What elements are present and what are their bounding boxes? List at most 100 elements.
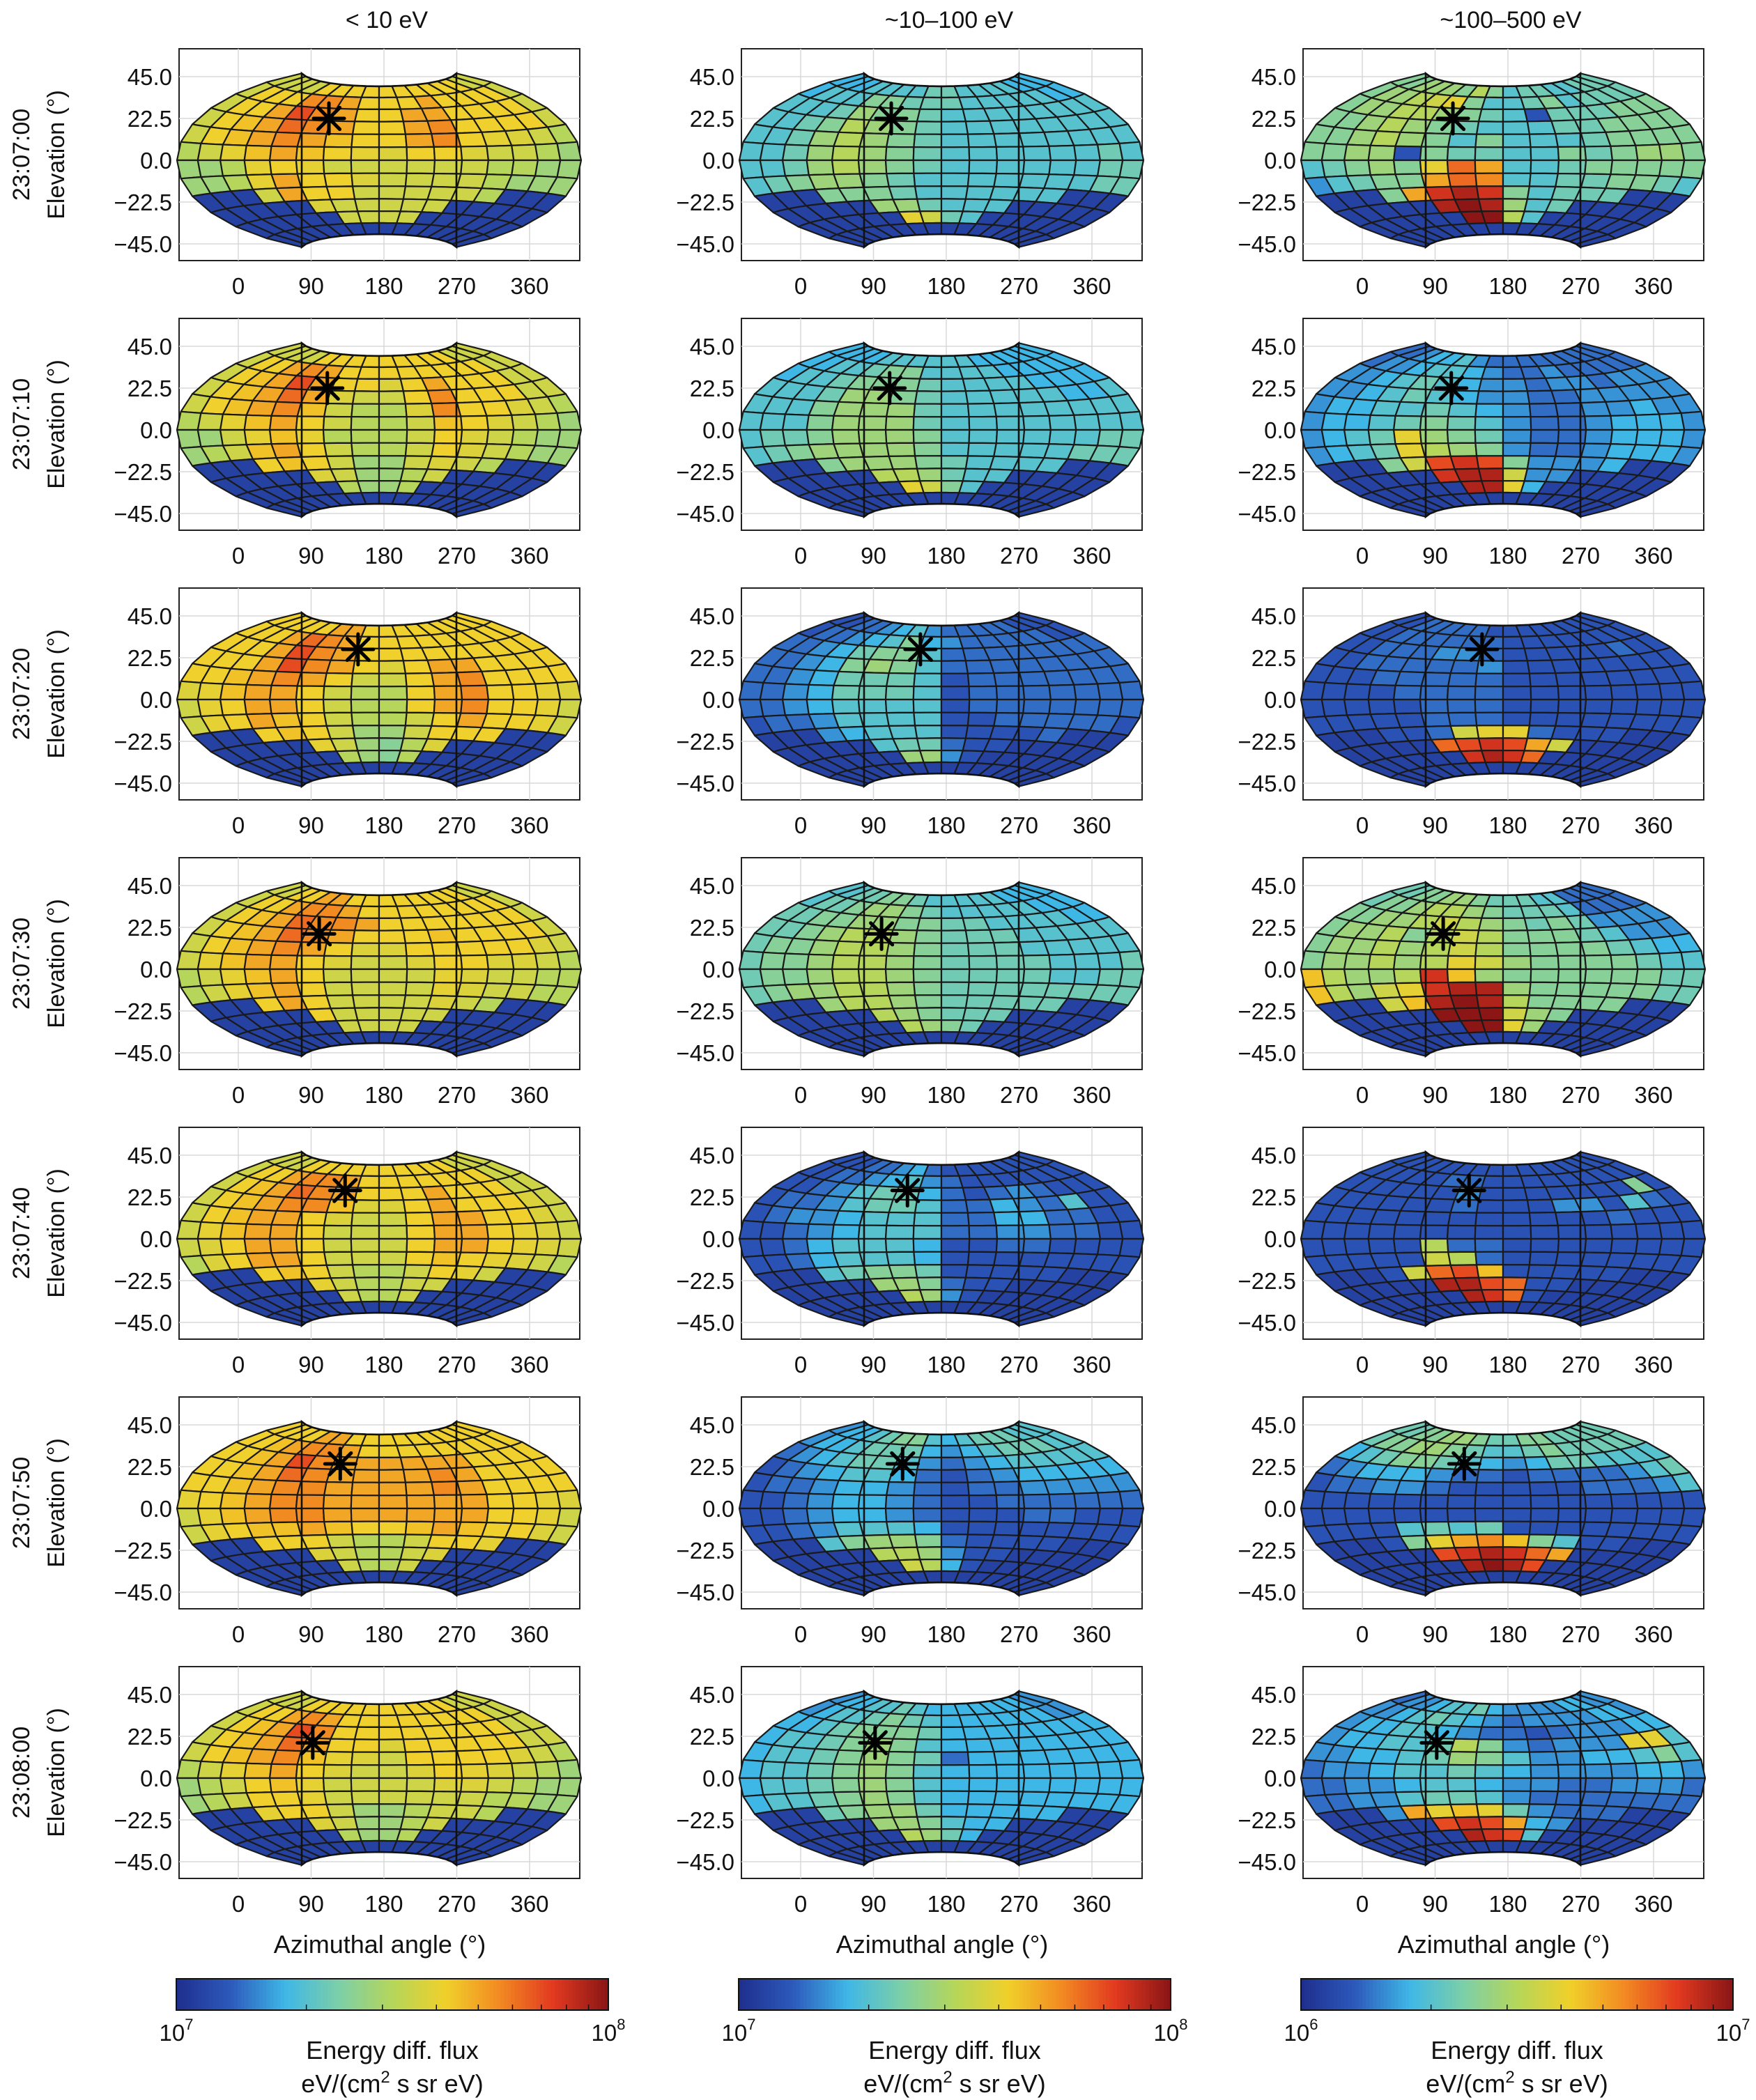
flux-cell	[460, 159, 490, 176]
flux-cell	[1096, 1237, 1124, 1257]
flux-cell	[886, 172, 916, 187]
y-tick-label: −45.0	[114, 1849, 173, 1875]
colorbar-swatch	[1001, 1979, 1006, 2010]
flux-cell	[738, 1489, 764, 1510]
y-tick-label: −45.0	[114, 231, 173, 257]
star-marker	[311, 101, 346, 136]
flux-cell	[1022, 1237, 1052, 1254]
flux-cell	[1300, 680, 1326, 701]
colorbar-swatch	[1005, 1979, 1010, 2010]
panel-1-1: 45.022.50.0−22.5−45.00 90 180 270 360	[114, 48, 583, 299]
x-tick-label: 180	[1488, 1891, 1527, 1917]
colorbar-swatch	[525, 1979, 530, 2010]
flux-cell	[759, 968, 787, 987]
flux-cell	[460, 1507, 490, 1524]
flux-cell	[912, 1237, 943, 1253]
x-tick-label: 0	[1356, 812, 1369, 838]
flux-cell	[1446, 415, 1477, 431]
y-tick-label: 45.0	[128, 1143, 172, 1168]
flux-cell	[486, 684, 515, 701]
colorbar-swatch	[1311, 1979, 1316, 2010]
flux-cell	[1367, 684, 1396, 701]
x-tick-label: 90	[861, 1352, 886, 1377]
y-tick-label: 0.0	[1264, 1496, 1296, 1522]
flux-cell	[831, 145, 861, 162]
flux-cell	[1447, 172, 1478, 187]
flux-cell	[831, 1493, 861, 1510]
flux-cell	[781, 952, 810, 971]
flux-cell	[940, 994, 969, 1009]
flux-cell	[913, 942, 943, 957]
flux-cell	[1502, 390, 1530, 405]
flux-cell	[1658, 1760, 1686, 1779]
flux-cell	[968, 1507, 999, 1523]
x-tick-label: 180	[1488, 1621, 1527, 1647]
star-marker	[874, 101, 909, 136]
flux-cell	[833, 1791, 865, 1807]
flux-cell	[1446, 1494, 1477, 1510]
flux-cell	[350, 416, 380, 431]
y-tick-label: −22.5	[114, 998, 173, 1024]
flux-cell	[1449, 1803, 1480, 1819]
colorbar-swatch	[1030, 1979, 1035, 2010]
flux-cell	[1394, 712, 1426, 729]
flux-cell	[888, 185, 918, 201]
colorbar-swatch	[431, 1979, 436, 2010]
flux-cell	[1446, 159, 1477, 175]
colorbar-swatch	[778, 1979, 783, 2010]
star-stroke	[890, 1451, 916, 1477]
y-tick-label: −45.0	[1238, 231, 1297, 257]
flux-cell	[197, 681, 224, 701]
panel-cells	[738, 1421, 1145, 1596]
flux-cell	[1073, 1237, 1102, 1256]
y-axis-label: Elevation (°)	[43, 1438, 70, 1568]
panel-3-3: 45.022.50.0−22.5−45.00 90 180 270 360	[1238, 587, 1707, 838]
flux-cell	[351, 403, 380, 418]
flux-cell	[940, 929, 969, 944]
colorbar-swatch	[854, 1979, 858, 2010]
flux-cell	[197, 951, 224, 971]
flux-cell	[1557, 968, 1587, 984]
flux-cell	[919, 1444, 943, 1458]
flux-cell	[1530, 1494, 1560, 1510]
x-tick-label: 180	[927, 1891, 965, 1917]
flux-cell	[1449, 120, 1480, 135]
flux-cell	[1658, 951, 1686, 971]
colorbar-swatch	[965, 1979, 970, 2010]
flux-cell	[556, 950, 583, 971]
flux-cell	[912, 955, 943, 971]
x-tick-label: 0	[794, 812, 807, 838]
flux-cell	[1502, 1212, 1532, 1227]
flux-cell	[1584, 954, 1613, 971]
flux-cell	[1476, 1469, 1504, 1483]
flux-cell	[759, 159, 787, 178]
colorbar-swatch	[1340, 1979, 1345, 2010]
flux-cell	[940, 403, 970, 418]
flux-cell	[1446, 1237, 1477, 1253]
flux-cell	[995, 968, 1026, 984]
flux-cell	[914, 1534, 943, 1548]
flux-cell	[197, 1221, 224, 1240]
flux-cell	[1635, 1237, 1663, 1256]
colorbar-swatch	[226, 1979, 231, 2010]
y-tick-label: 0.0	[140, 417, 172, 443]
colorbar-swatch	[1304, 1979, 1309, 2010]
y-tick-label: −45.0	[677, 771, 735, 796]
colorbar-swatch	[825, 1979, 829, 2010]
flux-cell	[781, 413, 810, 431]
colorbar-swatch	[814, 1979, 819, 2010]
panel-1-7: 45.022.50.0−22.5−45.00 90 180 270 360	[114, 1666, 583, 1917]
flux-cell	[433, 429, 463, 445]
panel-cells	[176, 72, 583, 248]
flux-cell	[1680, 1507, 1707, 1528]
flux-cell	[1528, 1251, 1559, 1267]
star-marker	[1451, 1173, 1486, 1208]
flux-cell	[912, 1777, 943, 1792]
flux-cell	[323, 672, 354, 688]
colorbar-swatch	[972, 1979, 977, 2010]
flux-cell	[1476, 1803, 1504, 1818]
flux-cell	[1048, 1762, 1077, 1779]
flux-cell	[1096, 142, 1124, 162]
colorbar-swatch	[1120, 1979, 1125, 2010]
